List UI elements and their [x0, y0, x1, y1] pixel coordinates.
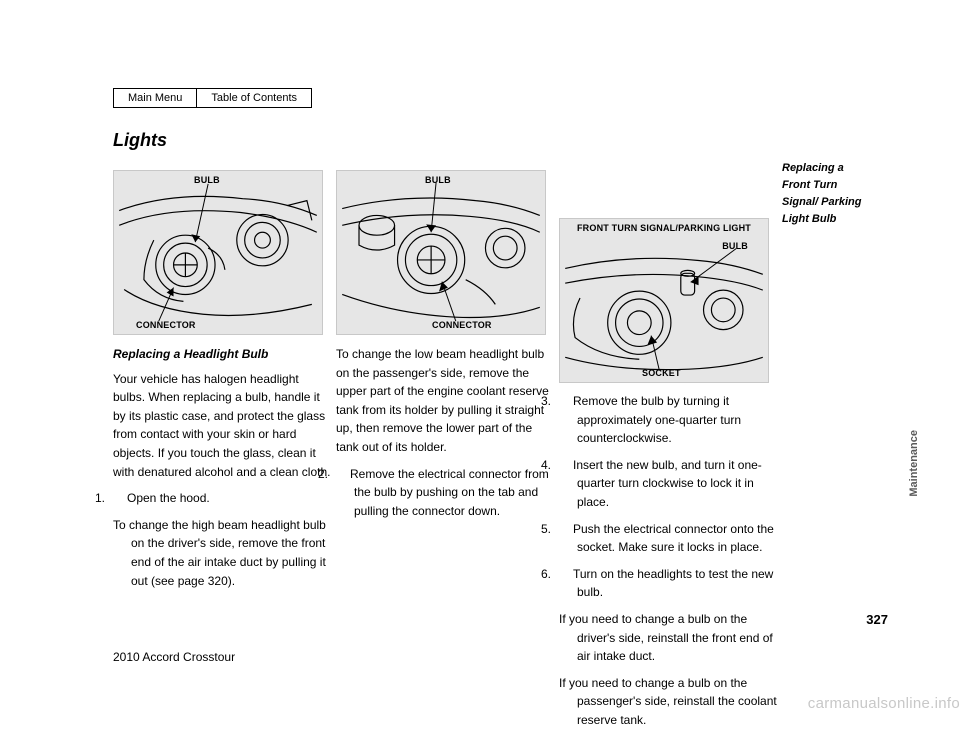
- column-1: Replacing a Headlight Bulb Your vehicle …: [113, 345, 331, 598]
- fig2-connector-label: CONNECTOR: [432, 320, 492, 330]
- col4-subhead: Replacing a Front Turn Signal/ Parking L…: [782, 160, 870, 228]
- watermark: carmanualsonline.info: [808, 695, 960, 712]
- fig3-bulb-label: BULB: [722, 241, 748, 251]
- fig1-connector-label: CONNECTOR: [136, 320, 196, 330]
- col1-step1: 1.Open the hood.: [113, 489, 331, 508]
- col1-step2: To change the high beam headlight bulb o…: [113, 516, 331, 590]
- col3-step4: 4.Insert the new bulb, and turn it one-q…: [559, 456, 777, 512]
- fig1-bulb-label: BULB: [194, 175, 220, 185]
- column-2: To change the low beam headlight bulb on…: [336, 345, 554, 528]
- toc-button[interactable]: Table of Contents: [197, 88, 312, 108]
- fig1-drawing: [114, 171, 322, 334]
- col3-extra2: If you need to change a bulb on the pass…: [559, 674, 777, 730]
- col2-p1: To change the low beam headlight bulb on…: [336, 345, 554, 457]
- page-title: Lights: [113, 130, 167, 151]
- col3-extra2-text: If you need to change a bulb on the pass…: [559, 676, 777, 727]
- col2-step2-text: Remove the electrical connector from the…: [350, 467, 549, 518]
- col3-extra1-text: If you need to change a bulb on the driv…: [559, 612, 773, 663]
- col3-step5-text: Push the electrical connector onto the s…: [573, 522, 774, 555]
- col3-step6: 6.Turn on the headlights to test the new…: [559, 565, 777, 602]
- col3-extra1: If you need to change a bulb on the driv…: [559, 610, 777, 666]
- col1-pageref[interactable]: 320: [208, 574, 228, 588]
- nav-button-row: Main Menu Table of Contents: [113, 88, 312, 108]
- col3-step4-text: Insert the new bulb, and turn it one-qua…: [573, 458, 762, 509]
- col1-step1-text: Open the hood.: [127, 491, 210, 505]
- col3-step3-text: Remove the bulb by turning it approximat…: [573, 394, 741, 445]
- col3-step5: 5.Push the electrical connector onto the…: [559, 520, 777, 557]
- col1-subhead: Replacing a Headlight Bulb: [113, 345, 331, 364]
- column-4: Replacing a Front Turn Signal/ Parking L…: [782, 160, 870, 234]
- col3-step6-text: Turn on the headlights to test the new b…: [573, 567, 773, 600]
- col1-intro: Your vehicle has halogen headlight bulbs…: [113, 370, 331, 482]
- figure-headlight-driver: BULB CONNECTOR: [113, 170, 323, 335]
- column-3-text: 3.Remove the bulb by turning it approxim…: [559, 392, 777, 738]
- figure-headlight-passenger: BULB CONNECTOR: [336, 170, 546, 335]
- col2-step2: 2.Remove the electrical connector from t…: [336, 465, 554, 521]
- fig2-bulb-label: BULB: [425, 175, 451, 185]
- fig3-title: FRONT TURN SIGNAL/PARKING LIGHT: [568, 223, 760, 233]
- col3-step3: 3.Remove the bulb by turning it approxim…: [559, 392, 777, 448]
- main-menu-button[interactable]: Main Menu: [113, 88, 197, 108]
- manual-page: Main Menu Table of Contents Lights BULB …: [0, 0, 960, 714]
- section-side-label: Maintenance: [908, 430, 920, 497]
- page-number: 327: [866, 612, 888, 627]
- fig3-socket-label: SOCKET: [642, 368, 681, 378]
- col1-step2b: ).: [228, 574, 235, 588]
- figure-turn-signal: FRONT TURN SIGNAL/PARKING LIGHT BULB SOC…: [559, 218, 769, 383]
- footer-model: 2010 Accord Crosstour: [113, 650, 235, 664]
- fig2-drawing: [337, 171, 545, 334]
